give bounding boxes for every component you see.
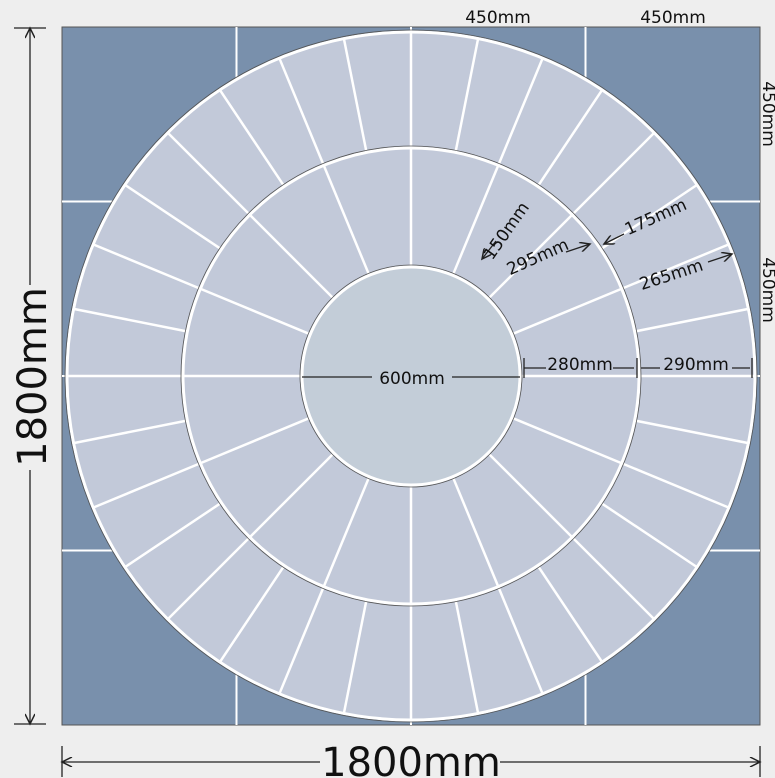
outer-ring-width-label: 290mm (663, 355, 729, 375)
inner-ring-joint (199, 287, 311, 336)
inner-ring-joint (487, 213, 574, 300)
outer-ring-joint (73, 307, 188, 333)
outer-ring-joint (73, 419, 188, 445)
outer-ring-joint (124, 183, 223, 251)
outer-ring-joint (599, 183, 698, 251)
outer-ring-joint (92, 243, 201, 290)
outer-ring-joint (571, 536, 656, 621)
inner-ring-joint (451, 164, 500, 276)
outer-ring-joint (621, 462, 730, 509)
inner-outer-edge-arrow (565, 244, 590, 253)
outer-ring-joint (536, 564, 604, 663)
outer-ring-joint (621, 243, 730, 290)
overall-height-label: 1800mm (10, 287, 56, 467)
circle-rings (64, 29, 758, 723)
outer-ring-joint (166, 536, 251, 621)
outer-edge-arrow (707, 254, 732, 263)
outer-ring-joint (454, 38, 480, 153)
inner-ring-joint (322, 164, 371, 276)
overall-width-label: 1800mm (321, 740, 501, 778)
inner-ring-joint (451, 476, 500, 588)
outer-ring-joint (571, 131, 656, 216)
outer-ring-joint (342, 38, 368, 153)
ring-outline (64, 29, 758, 723)
inner-ring-joint (248, 213, 335, 300)
inner-edge-arrow (482, 240, 497, 259)
inner-ring-joint (248, 452, 335, 539)
ring-outline (180, 145, 642, 607)
outer-ring-joint (278, 57, 325, 166)
outer-ring-joint (634, 419, 749, 445)
outer-ring-joint (342, 599, 368, 714)
outer-ring-joint (124, 501, 223, 569)
outer-ring-joint (278, 586, 325, 695)
ring-outline (299, 264, 523, 488)
square-top-label-1: 450mm (465, 8, 531, 28)
outer-ring-joint (166, 131, 251, 216)
outer-ring-joint (454, 599, 480, 714)
inner-ring-joint (199, 416, 311, 465)
outer-ring-joint (218, 564, 286, 663)
ring-slab-joints (64, 29, 758, 723)
square-side-label-2: 450mm (758, 257, 775, 323)
inner-ring-joint (322, 476, 371, 588)
outer-ring-joint (218, 89, 286, 188)
dimension-lines (14, 28, 760, 777)
outer-ring-joint (92, 462, 201, 509)
outer-ring-joint (634, 307, 749, 333)
inner-ring-joint (511, 287, 623, 336)
square-side-label-1: 450mm (758, 81, 775, 147)
outer-inner-edge-arrow (604, 233, 625, 244)
inner-ring-joint (511, 416, 623, 465)
center-diameter-label: 600mm (379, 369, 445, 389)
outer-ring-joint (497, 57, 544, 166)
square-top-label-2: 450mm (640, 8, 706, 28)
inner-ring-width-label: 280mm (547, 355, 613, 375)
outer-ring-joint (599, 501, 698, 569)
outer-ring-joint (497, 586, 544, 695)
inner-ring-joint (487, 452, 574, 539)
outer-ring-joint (536, 89, 604, 188)
